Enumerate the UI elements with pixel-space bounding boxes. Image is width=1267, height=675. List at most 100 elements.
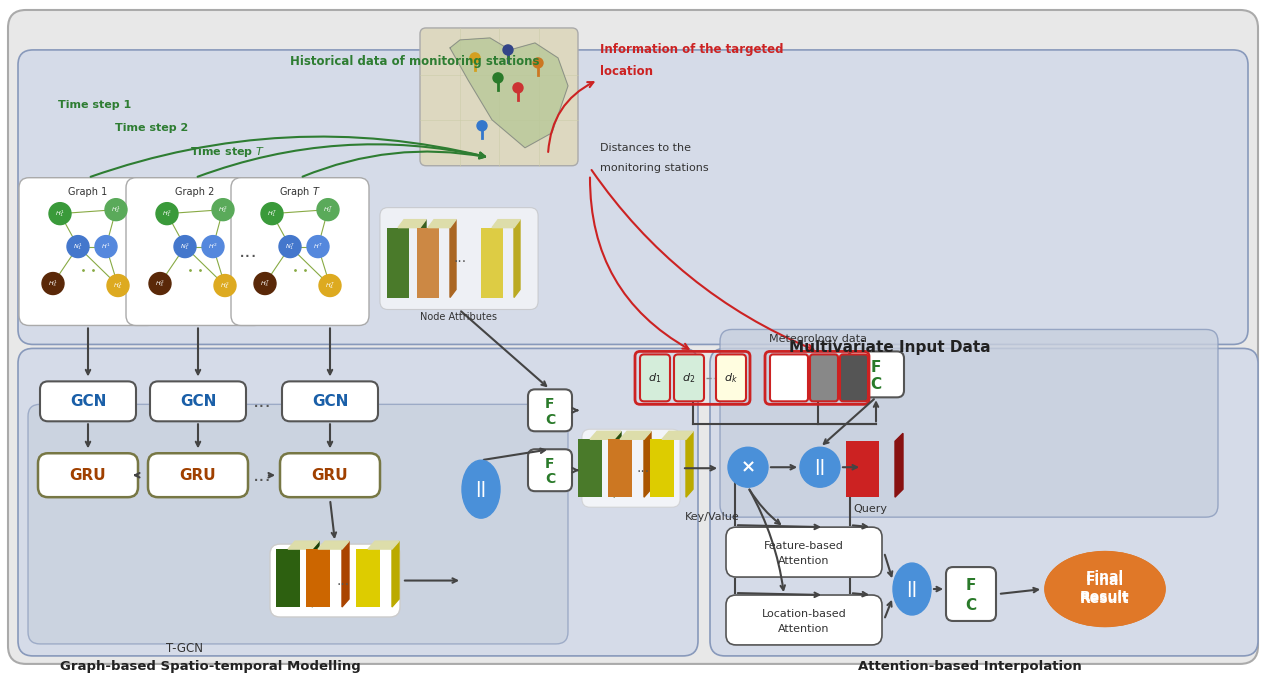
Bar bbox=[356, 549, 380, 607]
Polygon shape bbox=[342, 541, 348, 607]
Text: F: F bbox=[965, 578, 976, 593]
Text: $d_2$: $d_2$ bbox=[683, 371, 696, 385]
Text: Attention-based Interpolation: Attention-based Interpolation bbox=[858, 660, 1082, 674]
Text: Feature-based: Feature-based bbox=[764, 541, 844, 551]
Text: Time step $T$: Time step $T$ bbox=[190, 144, 265, 159]
Text: ...: ... bbox=[636, 461, 650, 475]
FancyBboxPatch shape bbox=[283, 381, 378, 421]
Bar bbox=[386, 227, 409, 298]
FancyBboxPatch shape bbox=[18, 348, 698, 656]
FancyBboxPatch shape bbox=[726, 595, 882, 645]
Polygon shape bbox=[428, 219, 456, 227]
Text: C: C bbox=[870, 377, 882, 392]
Text: Query: Query bbox=[853, 504, 887, 514]
Text: $H^2_2$: $H^2_2$ bbox=[218, 205, 228, 215]
Circle shape bbox=[95, 236, 117, 258]
FancyBboxPatch shape bbox=[18, 50, 1248, 344]
Circle shape bbox=[212, 198, 234, 221]
Text: T-GCN: T-GCN bbox=[166, 643, 204, 655]
Text: Attention: Attention bbox=[778, 624, 830, 634]
Text: $H^1_4$: $H^1_4$ bbox=[113, 280, 123, 291]
Text: GCN: GCN bbox=[312, 394, 348, 409]
Text: ||: || bbox=[815, 459, 826, 475]
Circle shape bbox=[214, 275, 236, 296]
Ellipse shape bbox=[1045, 551, 1164, 626]
Text: $H^T_4$: $H^T_4$ bbox=[324, 280, 334, 291]
Text: C: C bbox=[965, 598, 977, 614]
Text: $H^T_3$: $H^T_3$ bbox=[260, 278, 270, 289]
Text: ...: ... bbox=[454, 250, 466, 265]
Text: Time step 2: Time step 2 bbox=[115, 123, 189, 133]
Polygon shape bbox=[661, 431, 693, 439]
Circle shape bbox=[261, 202, 283, 225]
Circle shape bbox=[201, 236, 224, 258]
Text: Attention: Attention bbox=[778, 556, 830, 566]
Text: Graph 2: Graph 2 bbox=[175, 187, 214, 196]
Text: ...: ... bbox=[337, 574, 350, 587]
Text: $H^2_4$: $H^2_4$ bbox=[220, 280, 229, 291]
Text: ×: × bbox=[740, 458, 755, 477]
Ellipse shape bbox=[729, 448, 768, 487]
Circle shape bbox=[174, 236, 196, 258]
Circle shape bbox=[105, 198, 127, 221]
Circle shape bbox=[493, 73, 503, 83]
Text: $H^T$: $H^T$ bbox=[313, 242, 323, 251]
Text: Time step 1: Time step 1 bbox=[58, 100, 132, 110]
Text: $H^1_2$: $H^1_2$ bbox=[111, 205, 120, 215]
Text: Multivariate Input Data: Multivariate Input Data bbox=[789, 340, 991, 355]
Ellipse shape bbox=[893, 563, 931, 615]
Ellipse shape bbox=[1045, 551, 1164, 626]
Text: F: F bbox=[545, 397, 555, 411]
Text: Final: Final bbox=[1086, 570, 1124, 584]
Text: ||: || bbox=[906, 581, 917, 597]
Text: Historical data of monitoring stations: Historical data of monitoring stations bbox=[290, 55, 540, 68]
Text: monitoring stations: monitoring stations bbox=[601, 163, 708, 173]
Polygon shape bbox=[318, 541, 348, 549]
Text: C: C bbox=[545, 472, 555, 487]
Circle shape bbox=[513, 83, 523, 93]
Text: ...: ... bbox=[238, 242, 257, 261]
Circle shape bbox=[67, 236, 89, 258]
Text: C: C bbox=[545, 412, 555, 427]
Circle shape bbox=[307, 236, 329, 258]
FancyBboxPatch shape bbox=[28, 404, 568, 644]
FancyBboxPatch shape bbox=[528, 389, 571, 431]
Polygon shape bbox=[644, 431, 651, 497]
Text: location: location bbox=[601, 65, 653, 78]
Text: Location-based: Location-based bbox=[761, 609, 846, 619]
FancyBboxPatch shape bbox=[528, 450, 571, 491]
FancyBboxPatch shape bbox=[38, 453, 138, 497]
FancyBboxPatch shape bbox=[946, 567, 996, 621]
Ellipse shape bbox=[799, 448, 840, 487]
Text: $H^1$: $H^1$ bbox=[101, 242, 110, 251]
Bar bbox=[845, 441, 878, 497]
Text: $d_k$: $d_k$ bbox=[725, 371, 737, 385]
Polygon shape bbox=[419, 219, 426, 298]
Text: GCN: GCN bbox=[70, 394, 106, 409]
FancyBboxPatch shape bbox=[280, 453, 380, 497]
Text: Graph $T$: Graph $T$ bbox=[279, 185, 321, 198]
Circle shape bbox=[49, 202, 71, 225]
Circle shape bbox=[253, 273, 276, 294]
Text: $d_1$: $d_1$ bbox=[649, 371, 661, 385]
Text: ...: ... bbox=[252, 466, 271, 485]
Text: Final
Result: Final Result bbox=[1081, 574, 1130, 604]
Text: GCN: GCN bbox=[180, 394, 217, 409]
Text: $N^2_1$: $N^2_1$ bbox=[180, 241, 190, 252]
Text: Result: Result bbox=[1081, 592, 1130, 606]
Text: ||: || bbox=[475, 481, 487, 497]
FancyBboxPatch shape bbox=[41, 381, 136, 421]
Text: $N^1_1$: $N^1_1$ bbox=[73, 241, 82, 252]
FancyBboxPatch shape bbox=[710, 348, 1258, 656]
Text: $H^2_1$: $H^2_1$ bbox=[162, 209, 172, 219]
Polygon shape bbox=[312, 541, 319, 607]
FancyBboxPatch shape bbox=[419, 28, 578, 166]
FancyBboxPatch shape bbox=[840, 354, 868, 402]
Circle shape bbox=[279, 236, 302, 258]
FancyBboxPatch shape bbox=[716, 354, 746, 402]
FancyBboxPatch shape bbox=[582, 429, 680, 507]
Text: $H^1_1$: $H^1_1$ bbox=[56, 209, 65, 219]
Polygon shape bbox=[450, 219, 456, 298]
Bar bbox=[276, 549, 300, 607]
Polygon shape bbox=[392, 541, 399, 607]
